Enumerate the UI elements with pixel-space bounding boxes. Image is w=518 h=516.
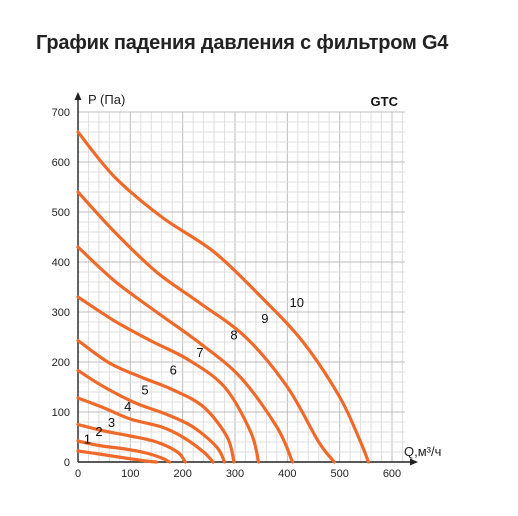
x-tick-label: 100 [121, 468, 139, 480]
curve-label-3: 3 [108, 415, 115, 430]
curve-1 [76, 449, 159, 464]
curve-9 [76, 190, 337, 464]
y-axis-arrow-icon [74, 92, 82, 100]
x-tick-label: 500 [330, 468, 348, 480]
chart-title: График падения давления с фильтром G4 [36, 32, 449, 54]
curve-label-7: 7 [196, 345, 203, 360]
curve-label-1: 1 [84, 432, 91, 447]
y-axis-label: P (Па) [88, 92, 125, 107]
x-tick-label: 300 [226, 468, 244, 480]
x-tick-label: 600 [383, 468, 401, 480]
axes: 0 100 200 300 400 500 600 0 100 200 300 400 500 600 70… [52, 92, 418, 480]
x-tick-label: 200 [173, 468, 191, 480]
y-tick-label: 500 [52, 207, 70, 219]
curve-3 [76, 422, 187, 464]
curve-5 [76, 368, 227, 464]
x-tick-label: 0 [75, 468, 81, 480]
curve-2 [76, 439, 172, 464]
x-tick-label: 400 [278, 468, 296, 480]
y-tick-label: 0 [64, 457, 70, 469]
curve-label-10: 10 [290, 295, 304, 310]
y-tick-label: 200 [52, 357, 70, 369]
curve-label-5: 5 [141, 383, 148, 398]
y-tick-label: 100 [52, 407, 70, 419]
curve-label-9: 9 [261, 311, 268, 326]
curve-label-4: 4 [124, 399, 131, 414]
y-tick-label: 700 [52, 107, 70, 119]
curve-label-2: 2 [95, 424, 102, 439]
curve-8 [76, 245, 295, 464]
curve-label-6: 6 [170, 363, 177, 378]
y-tick-label: 300 [52, 307, 70, 319]
x-axis-arrow-icon [410, 458, 418, 466]
y-tick-label: 400 [52, 257, 70, 269]
y-tick-label: 600 [52, 157, 70, 169]
curves [76, 130, 371, 464]
brand-label: GTC [371, 94, 399, 109]
curve-7 [76, 295, 261, 464]
x-axis-label: Q,м³/ч [404, 444, 441, 459]
curve-10 [76, 130, 371, 464]
curve-4 [76, 396, 215, 464]
curve-6 [76, 338, 236, 464]
curve-label-8: 8 [230, 328, 237, 343]
